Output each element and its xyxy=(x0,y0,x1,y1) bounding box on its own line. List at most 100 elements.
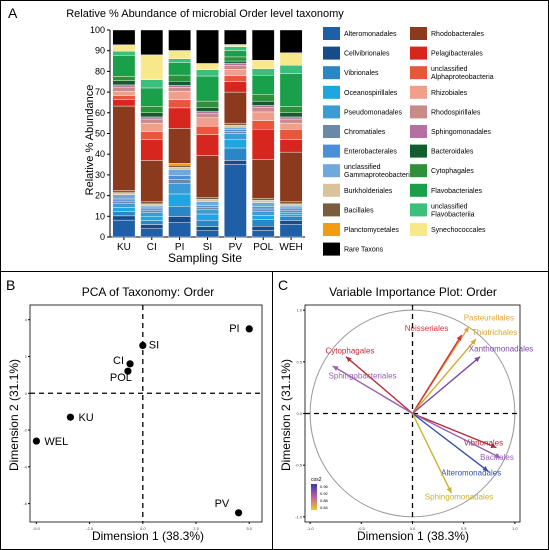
bar-segment xyxy=(251,29,275,61)
bar-ytick-label: 30 xyxy=(95,170,105,180)
panel-c-letter: C xyxy=(278,277,288,293)
bar-segment xyxy=(251,94,275,102)
bar-segment xyxy=(251,210,275,216)
bar-segment xyxy=(196,207,219,211)
bar-segment xyxy=(168,175,191,180)
legend-swatch xyxy=(410,66,427,80)
bar-segment xyxy=(196,155,219,198)
legend-label: Rare Taxons xyxy=(344,247,384,254)
bar-ytick-label: 10 xyxy=(95,211,105,221)
bar-segment xyxy=(140,29,164,56)
bar-segment xyxy=(251,206,275,210)
bar-segment xyxy=(168,183,191,195)
pca-point xyxy=(139,341,147,350)
bar-segment xyxy=(112,200,136,204)
legend-swatch xyxy=(323,66,340,80)
vip-arrow-label: Bacillales xyxy=(480,453,514,462)
bar-segment xyxy=(112,211,136,217)
bar-segment xyxy=(279,207,303,211)
bar-segment xyxy=(168,128,191,164)
bar-segment xyxy=(279,224,303,238)
legend-swatch xyxy=(323,223,340,236)
bar-segment xyxy=(168,81,191,86)
bar-segment xyxy=(279,216,303,221)
bar-segment xyxy=(251,100,275,106)
vip-arrow-line xyxy=(412,412,497,449)
legend-label: Flavobacteriales xyxy=(431,188,482,195)
bar-segment xyxy=(196,209,219,215)
vip-legend-colorbar xyxy=(311,484,317,510)
bar-segment xyxy=(224,125,247,128)
bar-segment xyxy=(140,139,164,161)
pca-point-label: KU xyxy=(78,412,93,424)
panel-a-letter: A xyxy=(8,5,18,21)
vip-arrow-head xyxy=(490,443,497,448)
vip-xtick-label: 0.5 xyxy=(461,526,467,531)
bar-segment xyxy=(168,216,191,223)
bar-segment xyxy=(279,139,303,153)
bar-ytick-label: 70 xyxy=(95,87,105,97)
bar-segment xyxy=(168,206,191,217)
legend-swatch xyxy=(323,85,340,99)
bar-segment xyxy=(279,203,303,207)
bar-segment xyxy=(168,163,191,166)
vip-arrow-head xyxy=(474,356,481,363)
vip-arrow-line xyxy=(412,412,501,459)
vip-arrow-head xyxy=(463,326,469,333)
bar-segment xyxy=(196,107,219,112)
bar-segment xyxy=(196,100,219,108)
bar-ytick-label: 60 xyxy=(95,108,105,118)
bar-segment xyxy=(224,127,247,130)
bar-segment xyxy=(224,129,247,132)
pca-point-label: PI xyxy=(229,323,239,335)
bar-segment xyxy=(140,220,164,225)
bar-segment xyxy=(140,205,164,209)
bar-category-label: WEH xyxy=(279,242,302,253)
vip-arrow-line xyxy=(411,413,453,494)
bar-segment xyxy=(251,230,275,238)
bar-ytick-label: 100 xyxy=(90,25,105,35)
bar-segment xyxy=(196,117,219,127)
bar-segment xyxy=(112,207,136,212)
bar-segment xyxy=(168,107,191,129)
pca-ytick-label: -4 xyxy=(23,464,27,469)
pca-ytick-label: -6 xyxy=(23,501,27,506)
pca-point xyxy=(234,509,243,517)
legend-label: Enterobacterales xyxy=(344,149,397,156)
legend-label: Burkholderiales xyxy=(344,188,393,195)
legend-label: Oceanospirillales xyxy=(344,90,398,97)
pca-point-label: PV xyxy=(215,498,230,510)
bar-category-label: SI xyxy=(203,242,212,253)
bar-segment xyxy=(279,151,303,203)
bar-segment xyxy=(112,99,136,107)
bar-segment xyxy=(224,50,247,58)
bar-segment xyxy=(168,62,191,76)
legend-swatch xyxy=(410,164,427,178)
bar-segment xyxy=(279,29,303,53)
bar-chart-xlabel: Sampling Site xyxy=(168,251,242,265)
pca-xlabel: Dimension 1 (38.3%) xyxy=(92,529,204,543)
vip-ytick-label: 0.5 xyxy=(296,359,302,364)
bar-segment xyxy=(279,106,303,113)
pca-ytick-label: 2 xyxy=(25,354,28,359)
bar-segment xyxy=(224,160,247,165)
bar-segment xyxy=(279,64,303,74)
legend-swatch xyxy=(410,105,427,119)
vip-arrow-head xyxy=(482,466,489,472)
pca-ytick-label: 4 xyxy=(25,317,28,322)
vip-arrow-line xyxy=(332,365,413,415)
legend-swatch xyxy=(410,85,427,99)
bar-segment xyxy=(196,199,219,202)
vip-arrow-head xyxy=(345,356,352,363)
bar-segment xyxy=(112,91,136,96)
legend-label: Rhodospirillales xyxy=(431,109,481,116)
vip-arrow-head xyxy=(446,487,452,494)
legend-label: Sphingomonadales xyxy=(431,129,491,136)
bar-segment xyxy=(112,29,136,45)
pca-frame xyxy=(29,304,263,523)
bar-segment xyxy=(168,50,191,59)
bar-segment xyxy=(140,122,164,132)
bar-segment xyxy=(140,160,164,203)
bar-segment xyxy=(279,122,303,130)
bar-segment xyxy=(196,205,219,208)
